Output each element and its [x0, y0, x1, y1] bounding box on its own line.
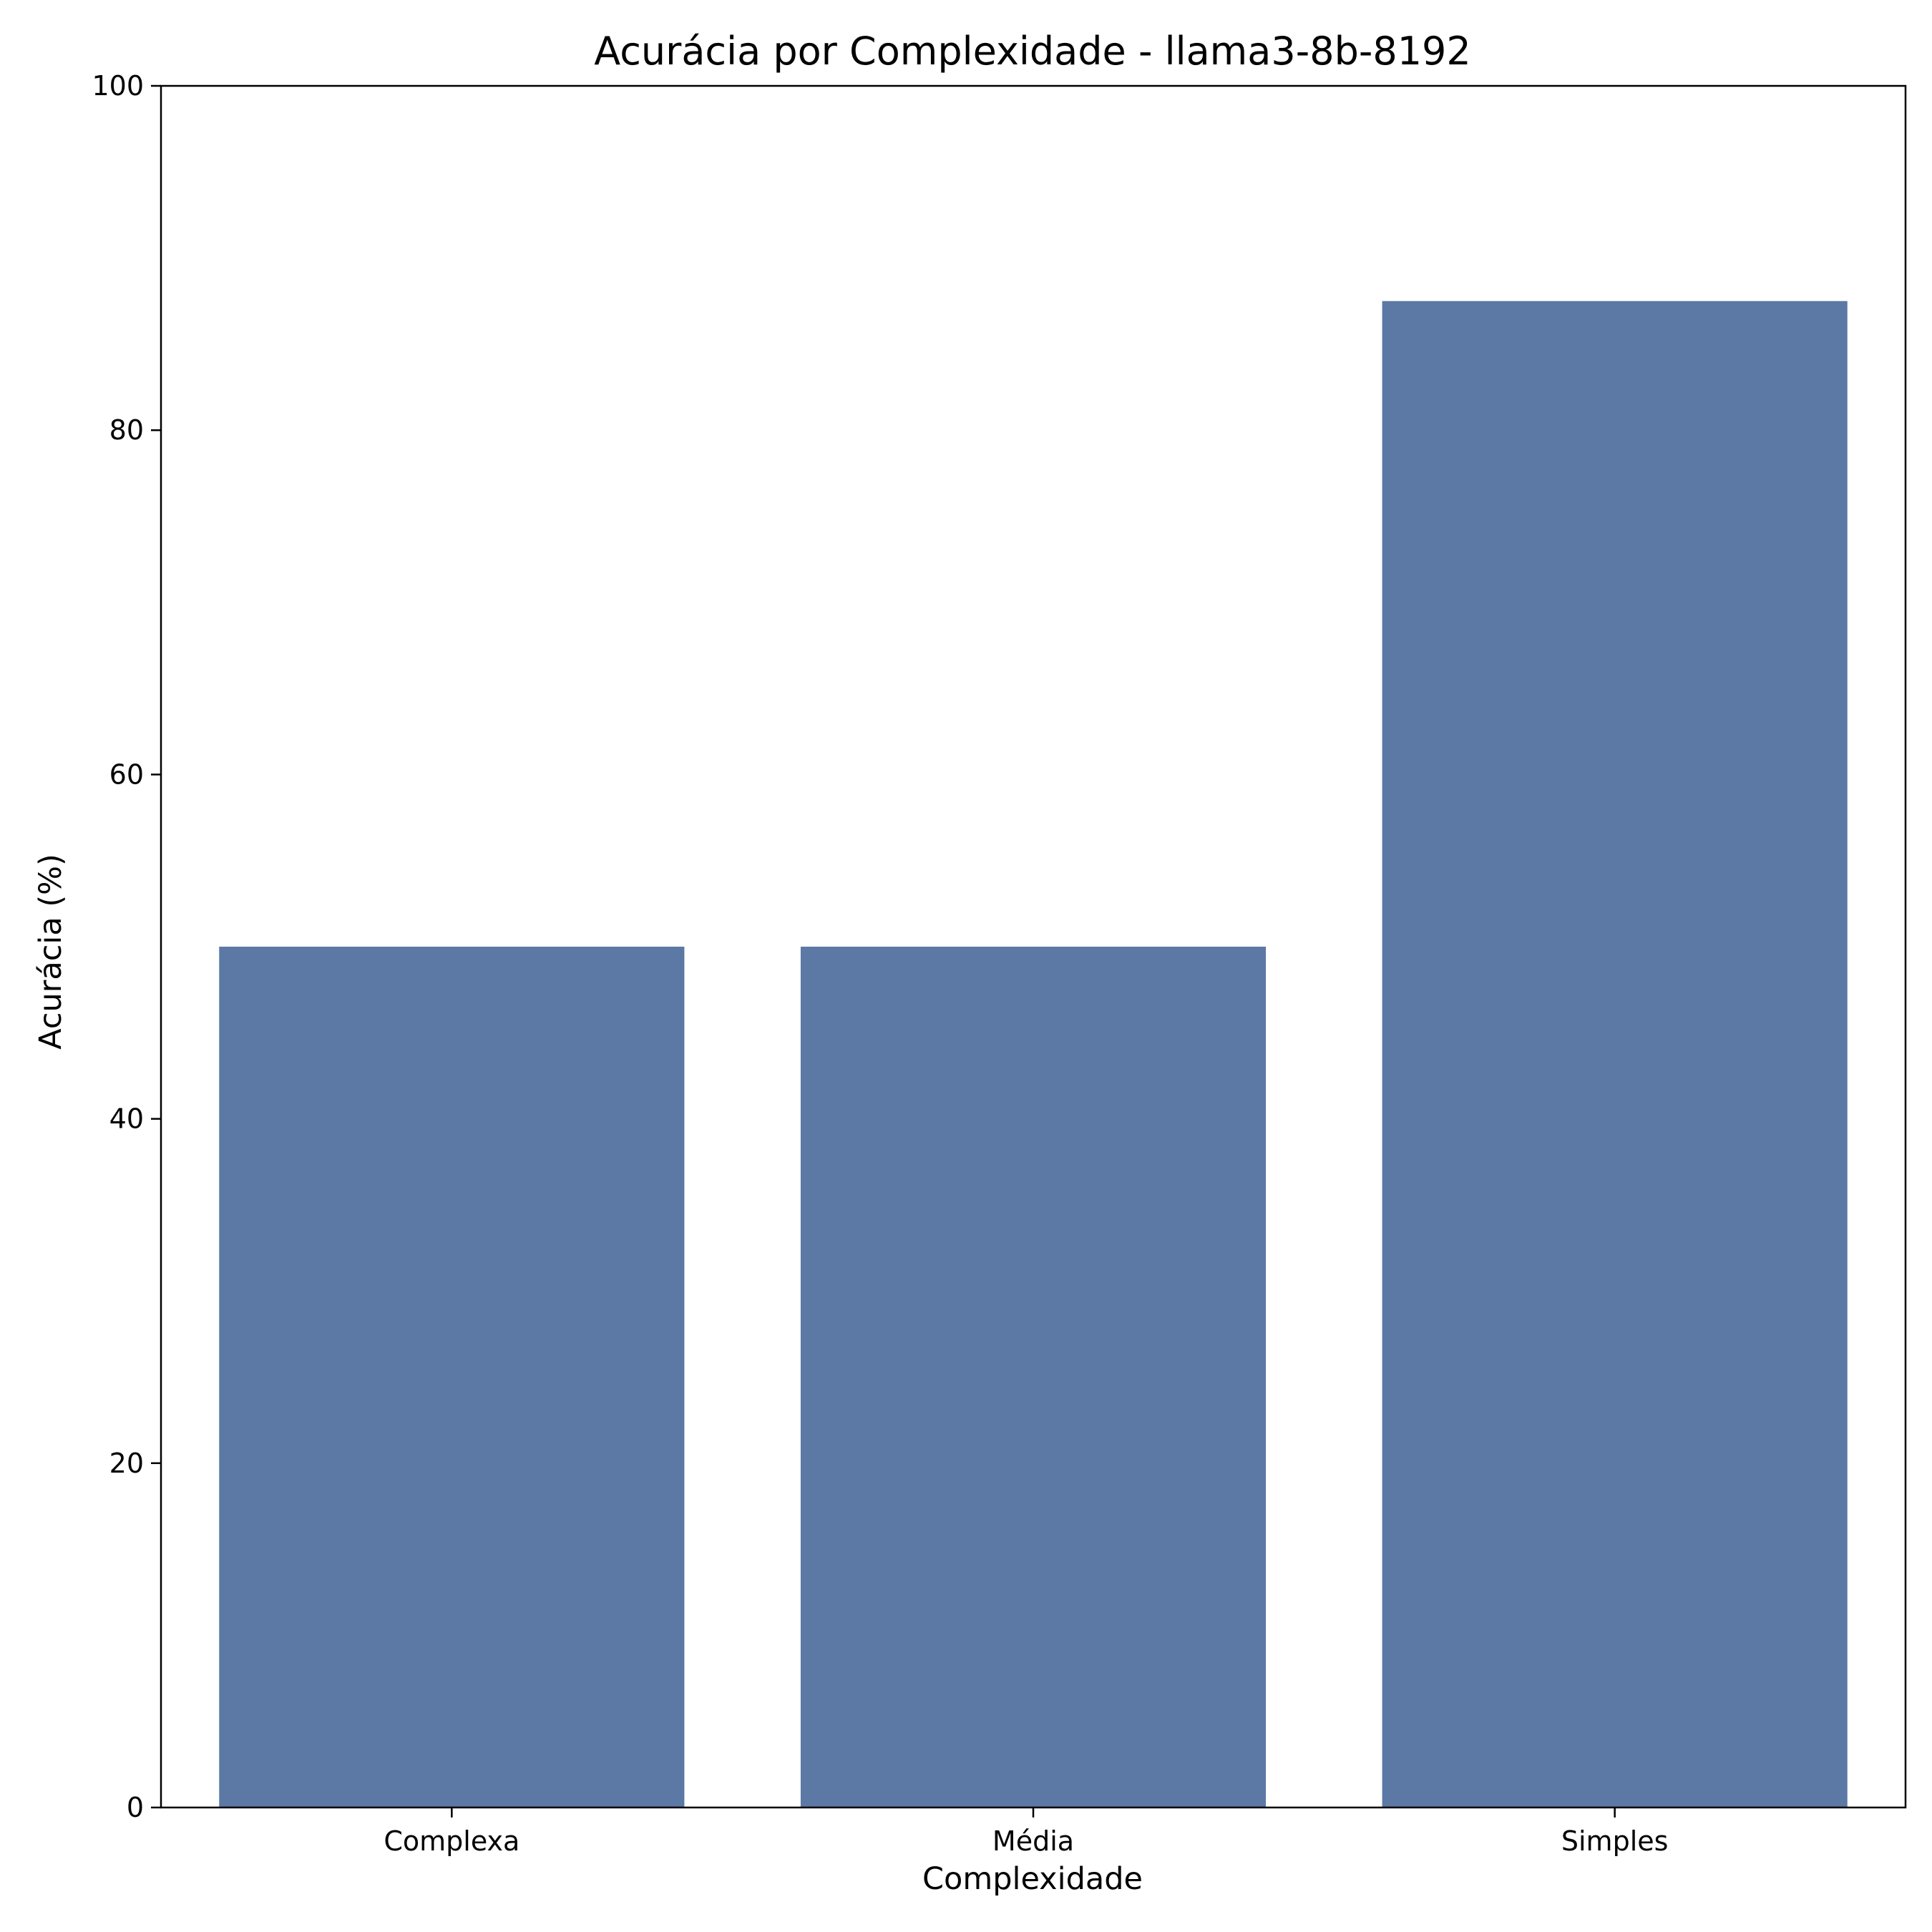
- plot-frame: [160, 84, 1907, 1809]
- y-tick-label-5: 100: [92, 70, 144, 102]
- y-axis-ticks: 0 20 40 60 80 100: [92, 70, 161, 1823]
- x-tick-label-0: Complexa: [384, 1825, 519, 1857]
- y-tick-label-0: 0: [127, 1792, 144, 1823]
- bar-0: [219, 947, 685, 1807]
- x-tick-label-1: Média: [992, 1825, 1074, 1857]
- y-tick-label-1: 20: [109, 1448, 144, 1479]
- y-tick-label-3: 60: [109, 758, 144, 790]
- x-tick-label-2: Simples: [1561, 1825, 1669, 1857]
- y-tick-label-2: 40: [109, 1103, 144, 1135]
- bars-group: [219, 301, 1848, 1807]
- x-axis-ticks: Complexa Média Simples: [384, 1807, 1668, 1857]
- chart-title: Acurácia por Complexidade - llama3-8b-81…: [594, 29, 1471, 74]
- bar-1: [800, 947, 1267, 1807]
- bar-2: [1382, 301, 1848, 1807]
- x-axis-label: Complexidade: [922, 1861, 1143, 1897]
- y-axis-label: Acurácia (%): [33, 854, 69, 1050]
- y-tick-label-4: 80: [109, 414, 144, 446]
